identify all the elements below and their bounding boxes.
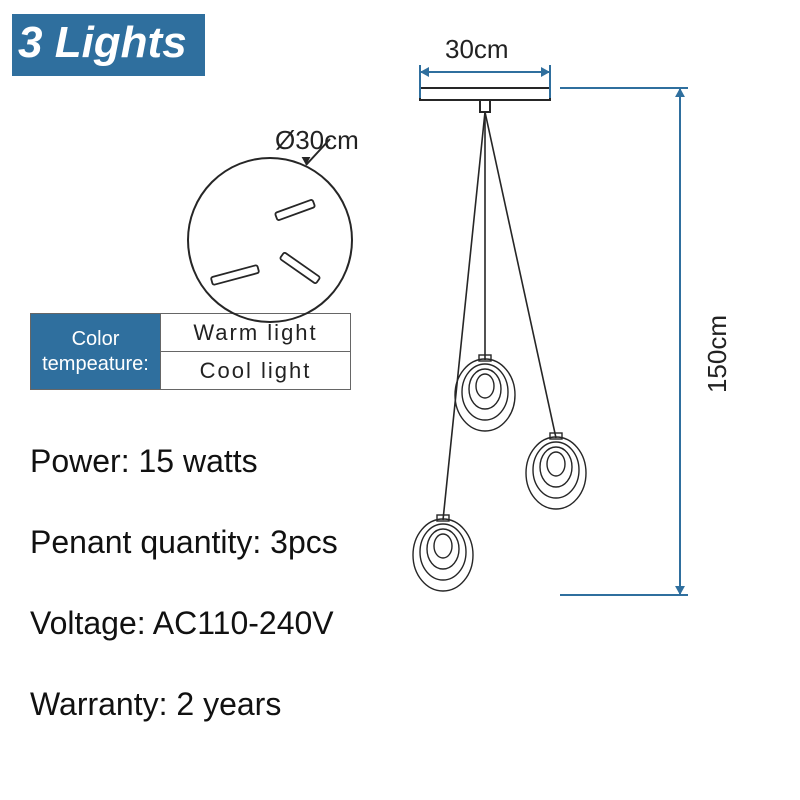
diagram-layer: [0, 0, 800, 800]
